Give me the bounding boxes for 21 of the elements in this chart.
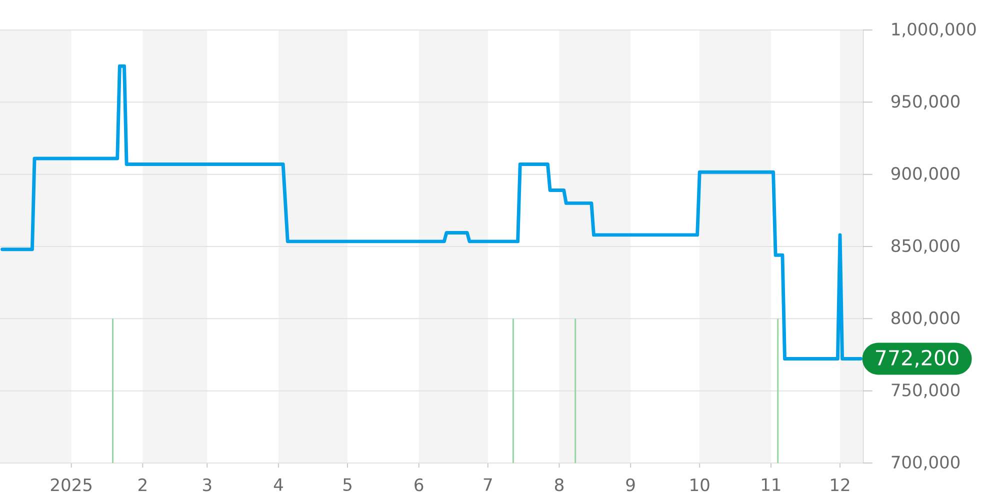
y-tick-label: 1,000,000 bbox=[892, 22, 976, 38]
x-tick-label: 2025 bbox=[50, 478, 92, 492]
y-tick-label: 800,000 bbox=[892, 311, 960, 326]
x-tick-label: 12 bbox=[831, 478, 850, 491]
x-tick-label: 10 bbox=[690, 478, 710, 492]
x-tick-label: 2 bbox=[138, 478, 146, 491]
x-tick-label: 5 bbox=[343, 478, 352, 492]
x-tick-label: 3 bbox=[203, 478, 212, 492]
x-tick-label: 7 bbox=[484, 478, 492, 491]
line-series bbox=[0, 64, 862, 361]
y-tick-label: 950,000 bbox=[891, 94, 960, 110]
x-tick-label: 4 bbox=[274, 478, 283, 491]
x-tick-label: 8 bbox=[554, 478, 564, 492]
x-tick-label: 9 bbox=[626, 478, 635, 492]
x-tick-label: 6 bbox=[414, 478, 424, 492]
y-tick-label: 700,000 bbox=[892, 456, 960, 470]
y-tick-label: 900,000 bbox=[891, 167, 960, 182]
annotation: 772,200 bbox=[876, 350, 958, 368]
y-tick-label: 850,000 bbox=[892, 239, 960, 254]
x-tick-label: 11 bbox=[762, 478, 780, 491]
y-tick-label: 750,000 bbox=[892, 384, 960, 398]
